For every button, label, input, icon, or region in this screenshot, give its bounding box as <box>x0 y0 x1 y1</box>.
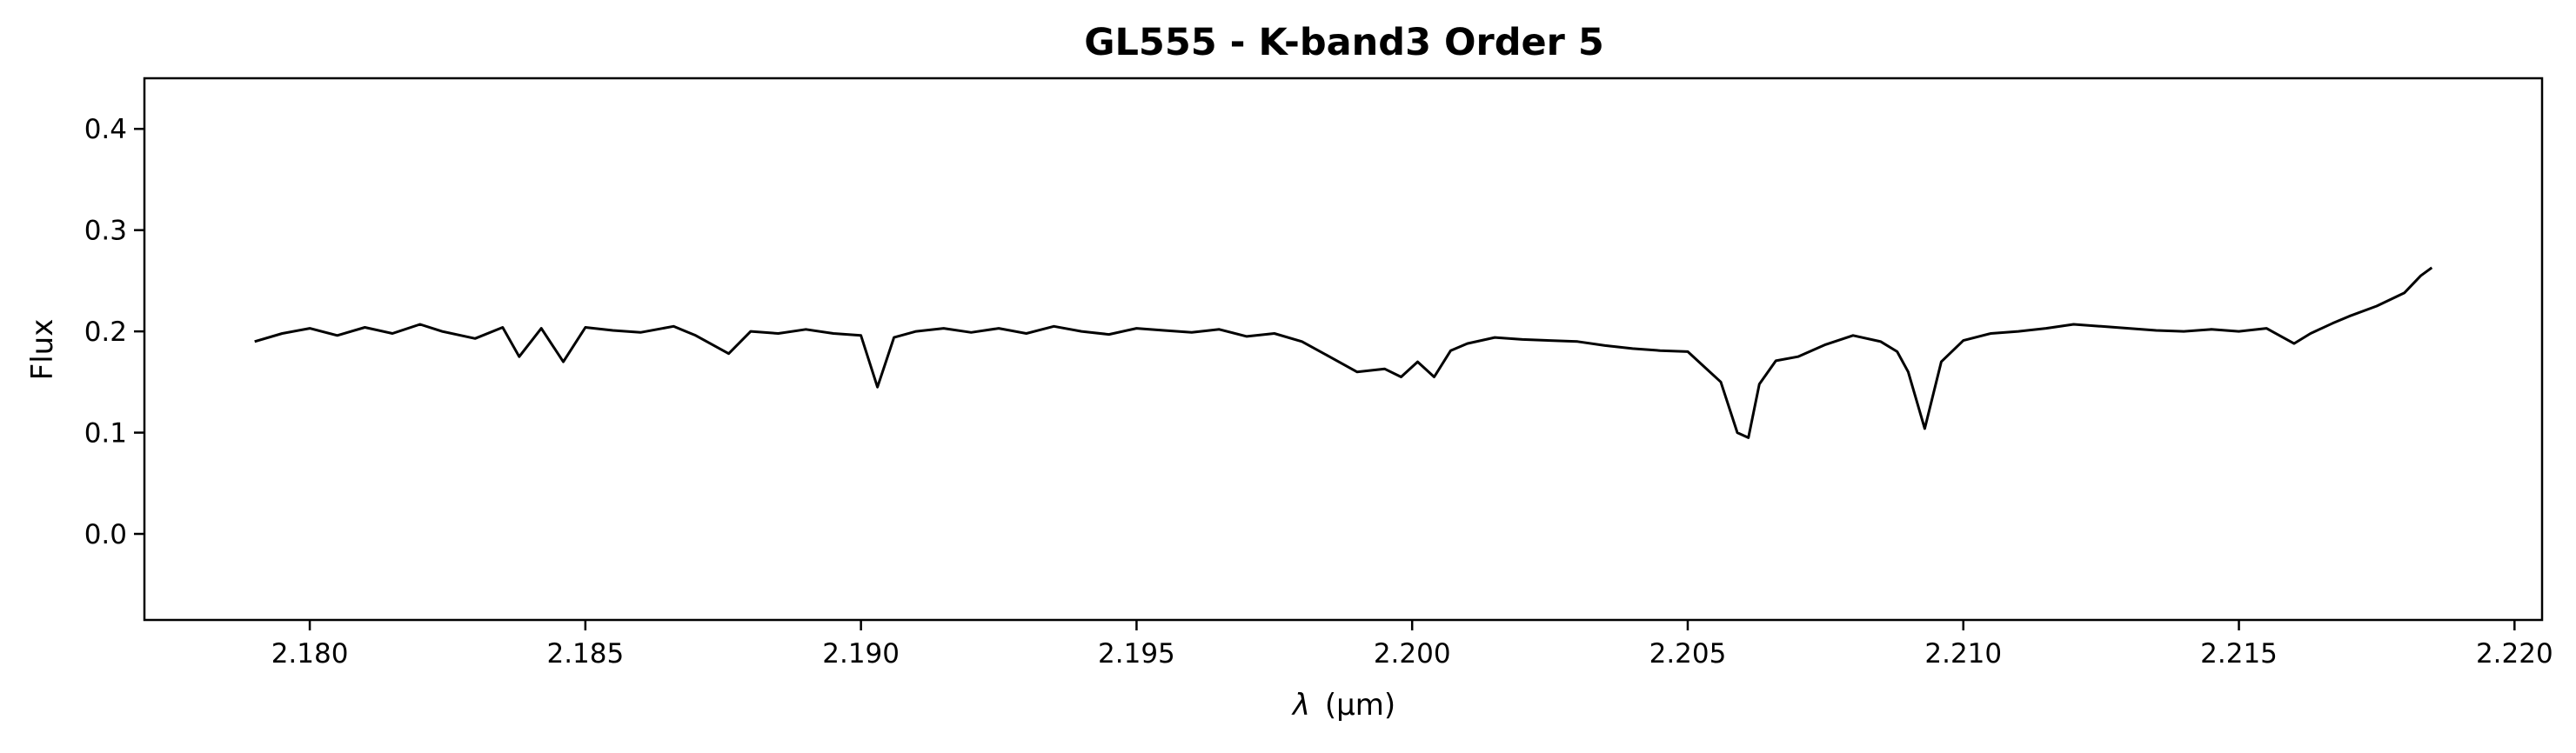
y-tick-label: 0.1 <box>84 418 127 450</box>
x-tick-label: 2.220 <box>2476 638 2553 670</box>
x-tick-label: 2.205 <box>1649 638 1727 670</box>
x-axis-label: λ (μm) <box>1291 688 1395 723</box>
x-tick-label: 2.190 <box>822 638 900 670</box>
x-tick-label: 2.215 <box>2200 638 2278 670</box>
y-axis: 0.0 0.1 0.2 0.3 0.4 <box>84 114 144 550</box>
x-axis-label-unit: (μm) <box>1325 688 1395 723</box>
x-tick-label: 2.210 <box>1924 638 2002 670</box>
x-tick-label: 2.180 <box>271 638 349 670</box>
chart-title: GL555 - K-band3 Order 5 <box>1084 21 1604 64</box>
x-axis: 2.180 2.185 2.190 2.195 2.200 2.205 2.210 2.215… <box>271 620 2553 670</box>
y-tick-label: 0.2 <box>84 317 127 348</box>
x-tick-label: 2.200 <box>1374 638 1451 670</box>
y-tick-label: 0.4 <box>84 114 127 145</box>
x-tick-label: 2.195 <box>1098 638 1175 670</box>
y-tick-label: 0.3 <box>84 216 127 247</box>
plot-area <box>254 266 2433 439</box>
x-axis-label-symbol: λ <box>1291 688 1310 723</box>
y-tick-label: 0.0 <box>84 519 127 550</box>
series-line-0 <box>254 266 2433 439</box>
x-tick-label: 2.185 <box>546 638 624 670</box>
axes-frame <box>143 77 2544 622</box>
y-axis-label: Flux <box>25 319 60 381</box>
